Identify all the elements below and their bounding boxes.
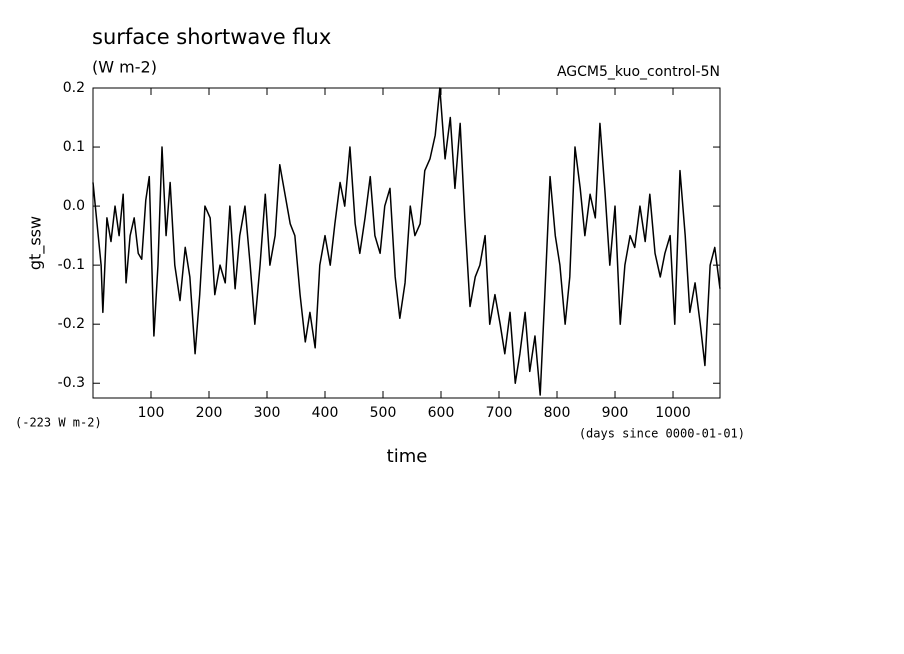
- y-tick-label: -0.2: [58, 316, 85, 332]
- x-tick-label: 500: [370, 405, 397, 421]
- x-tick-label: 600: [428, 405, 455, 421]
- y-axis-label: gt_ssw: [26, 216, 46, 270]
- chart-subtitle: (W m-2): [92, 58, 157, 77]
- y-tick-label: -0.3: [58, 375, 85, 391]
- x-axis-label: time: [387, 446, 428, 467]
- x-tick-label: 1000: [655, 405, 691, 421]
- x-tick-label: 300: [254, 405, 281, 421]
- x-tick-label: 400: [312, 405, 339, 421]
- chart-title: surface shortwave flux: [92, 25, 331, 49]
- x-tick-label: 100: [138, 405, 165, 421]
- plot-frame: [92, 87, 721, 399]
- x-tick-label: 900: [602, 405, 629, 421]
- x-tick-label: 800: [544, 405, 571, 421]
- y-offset-label: (-223 W m-2): [15, 416, 102, 430]
- x-unit-label: (days since 0000-01-01): [579, 427, 745, 441]
- y-tick-label: 0.0: [63, 198, 85, 214]
- x-tick-label: 700: [486, 405, 513, 421]
- y-tick-label: -0.1: [58, 257, 85, 273]
- data-line: [92, 87, 721, 396]
- annotation: AGCM5_kuo_control-5N: [557, 64, 720, 80]
- y-tick-label: 0.2: [63, 80, 85, 96]
- x-tick-label: 200: [196, 405, 223, 421]
- y-tick-label: 0.1: [63, 139, 85, 155]
